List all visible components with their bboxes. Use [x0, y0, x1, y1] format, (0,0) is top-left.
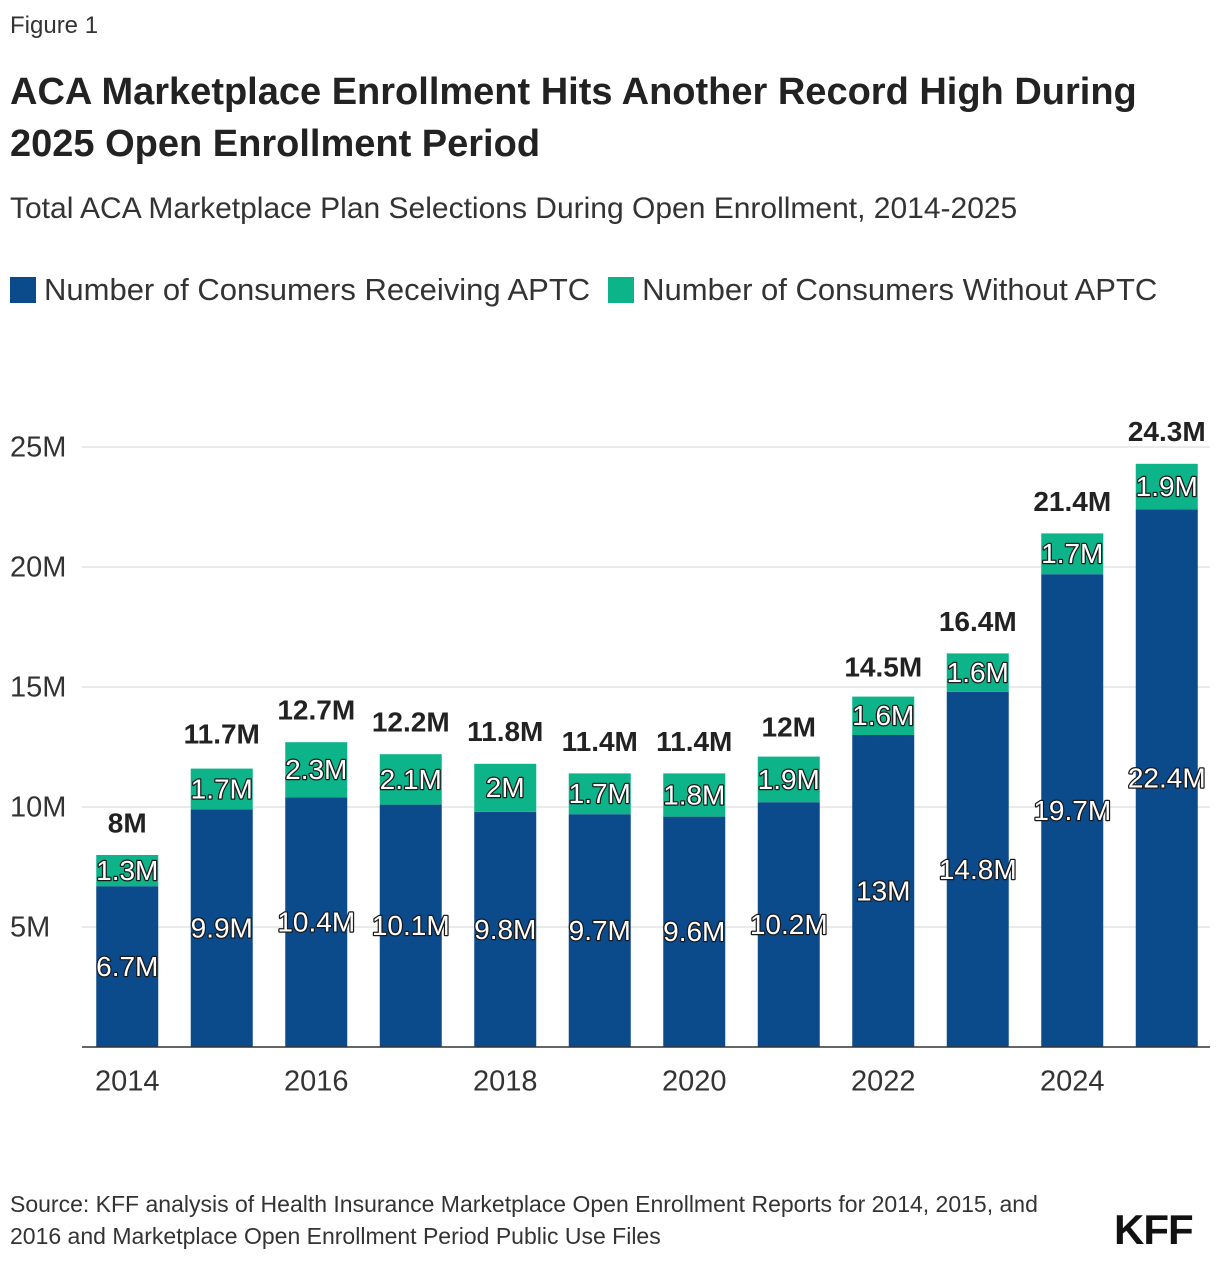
- data-label: 2M: [486, 772, 525, 803]
- data-label: 2.3M: [285, 754, 347, 785]
- bar-segment: [852, 735, 915, 1047]
- data-label: 6.7M: [96, 951, 158, 982]
- bar-segment: [1041, 533, 1104, 575]
- legend-label: Number of Consumers Without APTC: [642, 272, 1158, 307]
- y-tick-label: 20M: [10, 552, 66, 584]
- y-tick-label: 5M: [10, 912, 50, 944]
- legend-swatch: [10, 277, 36, 303]
- data-label: 1.6M: [947, 657, 1009, 688]
- bar-segment: [757, 756, 820, 803]
- legend-item: Number of Consumers Receiving APTC: [10, 262, 590, 318]
- data-label: 22.4M: [1128, 763, 1206, 794]
- legend: Number of Consumers Receiving APTC Number…: [10, 262, 1190, 318]
- data-label: 1.7M: [1041, 538, 1103, 569]
- data-label: 10.2M: [750, 909, 828, 940]
- y-tick-label: 25M: [10, 432, 66, 464]
- data-label: 19.7M: [1033, 795, 1111, 826]
- bar-segment: [285, 797, 348, 1047]
- total-label: 11.4M: [656, 726, 732, 757]
- total-label: 16.4M: [939, 606, 1017, 637]
- total-label: 21.4M: [1033, 486, 1111, 517]
- bar-segment: [852, 696, 915, 735]
- total-label: 24.3M: [1128, 416, 1206, 447]
- y-tick-label: 15M: [10, 672, 66, 704]
- figure-label: Figure 1: [10, 12, 99, 39]
- legend-item: Number of Consumers Without APTC: [608, 262, 1157, 318]
- bar-segment: [1135, 509, 1198, 1047]
- bar-segment: [946, 653, 1009, 692]
- bar-segment: [474, 811, 537, 1047]
- bar-segment: [663, 816, 726, 1047]
- data-label: 10.1M: [372, 910, 450, 941]
- y-tick-label: 10M: [10, 792, 66, 824]
- bar-segment: [96, 855, 159, 887]
- data-label: 1.6M: [852, 700, 914, 731]
- chart-title: ACA Marketplace Enrollment Hits Another …: [10, 71, 1137, 165]
- bar-segment: [379, 754, 442, 805]
- x-tick-label: 2024: [1040, 1066, 1105, 1098]
- x-tick-label: 2020: [662, 1066, 727, 1098]
- bar-segment: [190, 809, 253, 1047]
- data-label: 9.7M: [569, 915, 631, 946]
- x-tick-label: 2018: [473, 1066, 538, 1098]
- total-label: 8M: [108, 807, 147, 838]
- legend-swatch: [608, 277, 635, 303]
- data-label: 2.1M: [380, 764, 442, 795]
- bar-segment: [663, 773, 726, 817]
- x-tick-label: 2014: [95, 1066, 160, 1098]
- data-label: 13M: [856, 875, 910, 906]
- bar-segment: [568, 773, 631, 815]
- bar-segment: [285, 742, 348, 798]
- bar-segment: [568, 814, 631, 1047]
- total-label: 11.7M: [184, 719, 260, 750]
- x-tick-label: 2016: [284, 1066, 349, 1098]
- data-label: 1.7M: [569, 778, 631, 809]
- x-tick-label: 2022: [851, 1066, 916, 1098]
- bar-segment: [1041, 574, 1104, 1047]
- bar-segment: [96, 886, 159, 1047]
- legend-label: Number of Consumers Receiving APTC: [44, 272, 591, 307]
- bar-segment: [474, 763, 537, 812]
- chart-subtitle: Total ACA Marketplace Plan Selections Du…: [10, 192, 1018, 225]
- logo: KFF: [1114, 1206, 1194, 1253]
- total-label: 11.8M: [467, 716, 543, 747]
- total-label: 11.4M: [562, 726, 638, 757]
- data-label: 1.9M: [1136, 471, 1198, 502]
- data-label: 1.8M: [663, 779, 725, 810]
- data-label: 9.9M: [191, 913, 253, 944]
- data-label: 1.3M: [96, 855, 158, 886]
- data-label: 1.7M: [191, 773, 253, 804]
- bar-segment: [946, 691, 1009, 1047]
- total-label: 14.5M: [844, 651, 922, 682]
- data-label: 10.4M: [277, 907, 355, 938]
- total-label: 12.7M: [277, 695, 355, 726]
- data-label: 14.8M: [939, 854, 1017, 885]
- bar-segment: [379, 804, 442, 1047]
- total-label: 12.2M: [372, 707, 450, 738]
- source-note: Source: KFF analysis of Health Insurance…: [10, 1191, 1038, 1249]
- bar-segment: [757, 802, 820, 1047]
- bar-segment: [1135, 463, 1198, 510]
- data-label: 9.8M: [474, 914, 536, 945]
- data-label: 1.9M: [758, 764, 820, 795]
- data-label: 9.6M: [663, 916, 725, 947]
- total-label: 12M: [762, 711, 816, 742]
- bar-segment: [190, 768, 253, 810]
